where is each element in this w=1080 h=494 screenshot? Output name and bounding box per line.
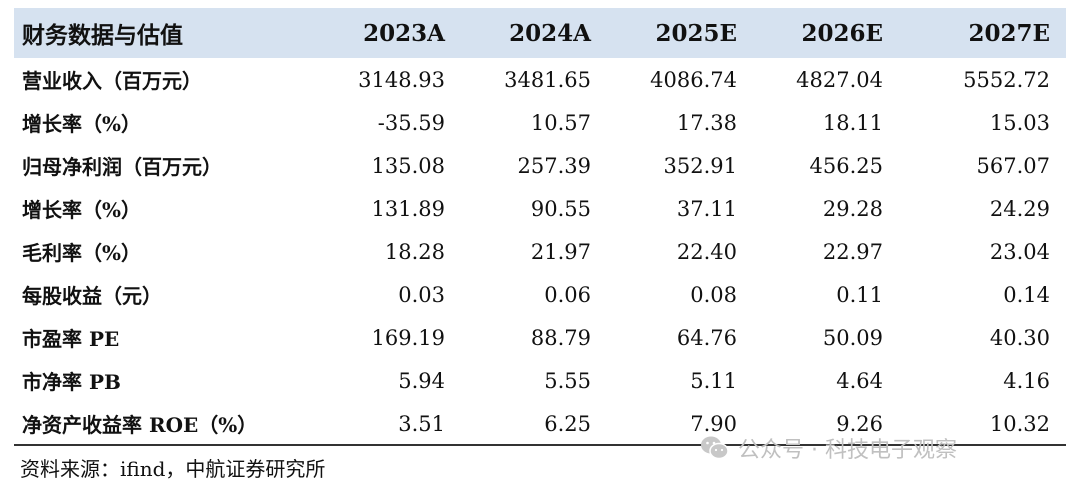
table-cell: 10.57: [530, 110, 591, 135]
table-row: 增长率（%） -35.59 10.57 17.38 18.11 15.03: [14, 101, 1066, 144]
table-cell: 15.03: [989, 110, 1050, 135]
table-cell: 64.76: [676, 325, 737, 350]
table-body: 营业收入（百万元） 3148.93 3481.65 4086.74 4827.04 555…: [14, 58, 1066, 445]
table-cell: 257.39: [517, 153, 591, 178]
table-cell: 23.04: [989, 239, 1050, 264]
table-cell: 5.55: [544, 368, 591, 393]
table-cell: 5.11: [690, 368, 737, 393]
table-cell: 90.55: [530, 196, 591, 221]
row-label: 归母净利润（百万元）: [22, 155, 222, 179]
table-cell: 0.06: [544, 282, 591, 307]
table-cell: 29.28: [822, 196, 883, 221]
header-cell: 2024A: [509, 19, 591, 47]
table-cell: 7.90: [690, 411, 737, 436]
table-cell: 40.30: [989, 325, 1050, 350]
financial-table: 财务数据与估值 2023A 2024A 2025E 2026E 2027E 营业…: [14, 8, 1066, 445]
table-cell: 0.11: [836, 282, 883, 307]
row-label: 营业收入（百万元）: [22, 69, 202, 93]
table-row: 市净率 PB 5.94 5.55 5.11 4.64 4.16: [14, 359, 1066, 402]
table-cell: 3148.93: [358, 67, 445, 92]
header-cell: 2023A: [363, 19, 445, 47]
table-cell: 10.32: [989, 411, 1050, 436]
table-cell: 169.19: [371, 325, 445, 350]
table-cell: 0.08: [690, 282, 737, 307]
table-cell: 4.64: [836, 368, 883, 393]
table-row: 归母净利润（百万元） 135.08 257.39 352.91 456.25 567.07: [14, 144, 1066, 187]
table-row: 营业收入（百万元） 3148.93 3481.65 4086.74 4827.04 555…: [14, 58, 1066, 101]
row-label: 净资产收益率 ROE（%）: [22, 413, 258, 437]
table-cell: 5.94: [398, 368, 445, 393]
table-cell: 4827.04: [796, 67, 883, 92]
header-cell: 2025E: [655, 19, 737, 47]
watermark: 公众号 · 科技电子观察: [700, 432, 957, 464]
row-label: 每股收益（元）: [22, 284, 162, 308]
table-cell: 18.11: [822, 110, 883, 135]
table-cell: 131.89: [371, 196, 445, 221]
table-cell: 4.16: [1003, 368, 1050, 393]
table-cell: 88.79: [530, 325, 591, 350]
source-note: 资料来源：ifind，中航证券研究所: [20, 457, 326, 481]
table-cell: 22.40: [676, 239, 737, 264]
wechat-icon: [701, 436, 729, 460]
table-cell: 17.38: [676, 110, 737, 135]
header-cell: 2027E: [968, 19, 1050, 47]
table-cell: 4086.74: [650, 67, 737, 92]
table-header-row: 财务数据与估值 2023A 2024A 2025E 2026E 2027E: [14, 8, 1066, 58]
table-cell: 135.08: [371, 153, 445, 178]
row-label: 增长率（%）: [22, 198, 142, 222]
table-cell: 352.91: [663, 153, 737, 178]
table-cell: 456.25: [809, 153, 883, 178]
table-row: 增长率（%） 131.89 90.55 37.11 29.28 24.29: [14, 187, 1066, 230]
table-cell: 3.51: [398, 411, 445, 436]
table-cell: 22.97: [822, 239, 883, 264]
header-cell: 财务数据与估值: [22, 22, 183, 49]
table-cell: 9.26: [836, 411, 883, 436]
row-label: 市净率 PB: [22, 370, 121, 394]
table-cell: 21.97: [530, 239, 591, 264]
table-row: 市盈率 PE 169.19 88.79 64.76 50.09 40.30: [14, 316, 1066, 359]
table-cell: 6.25: [544, 411, 591, 436]
row-label: 毛利率（%）: [22, 241, 142, 265]
table-cell: 0.03: [398, 282, 445, 307]
row-label: 市盈率 PE: [22, 327, 120, 351]
table-row: 净资产收益率 ROE（%） 3.51 6.25 7.90 9.26 10.32: [14, 402, 1066, 445]
table-bottom-rule: [14, 444, 1066, 446]
table-cell: 3481.65: [504, 67, 591, 92]
table-cell: 0.14: [1003, 282, 1050, 307]
row-label: 增长率（%）: [22, 112, 142, 136]
table-cell: 37.11: [676, 196, 737, 221]
table-cell: 5552.72: [963, 67, 1050, 92]
table-row: 毛利率（%） 18.28 21.97 22.40 22.97 23.04: [14, 230, 1066, 273]
table-cell: 24.29: [989, 196, 1050, 221]
table-cell: 18.28: [384, 239, 445, 264]
table-cell: 50.09: [822, 325, 883, 350]
table-cell: -35.59: [377, 110, 445, 135]
header-cell: 2026E: [801, 19, 883, 47]
table-cell: 567.07: [976, 153, 1050, 178]
watermark-text: 公众号 · 科技电子观察: [738, 438, 957, 463]
table-row: 每股收益（元） 0.03 0.06 0.08 0.11 0.14: [14, 273, 1066, 316]
